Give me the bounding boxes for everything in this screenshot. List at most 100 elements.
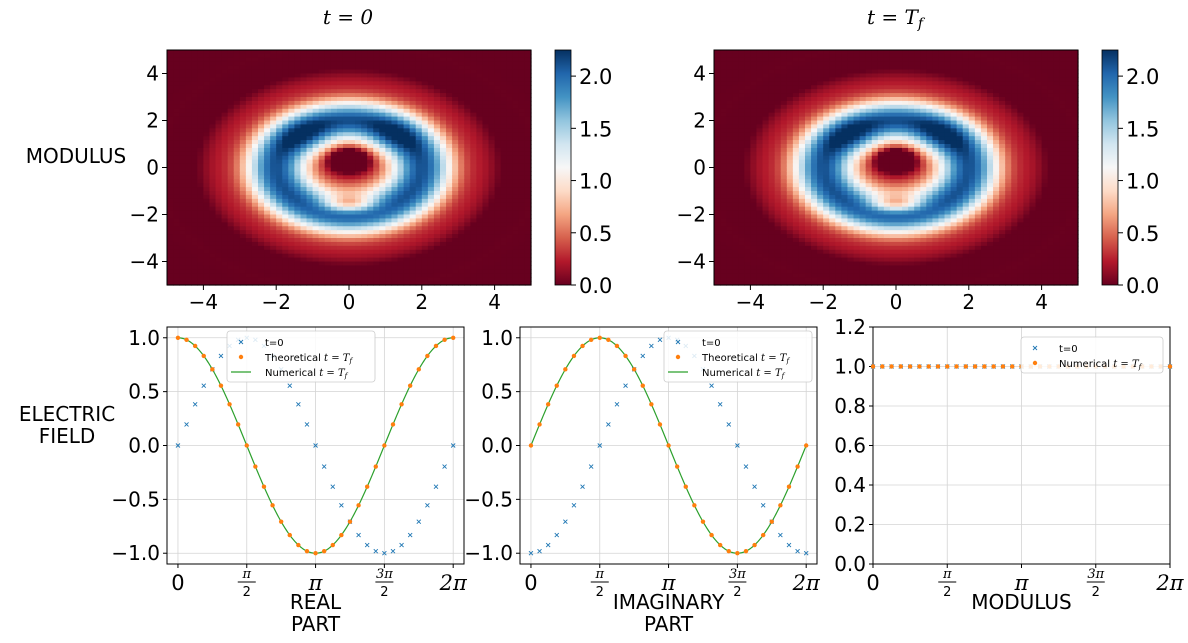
heatmap-cell (798, 206, 806, 212)
heatmap-cell (264, 89, 271, 94)
heatmap-cell (336, 77, 344, 82)
heatmap-cell (306, 65, 314, 71)
heatmap-cell (433, 249, 441, 255)
heatmap-cell (427, 253, 435, 259)
heatmap-cell (173, 73, 180, 79)
heatmap-cell (805, 120, 812, 126)
heatmap-cell (756, 108, 764, 114)
heatmap-cell (373, 159, 380, 165)
heatmap-cell (805, 202, 812, 208)
heatmap-cell (518, 136, 526, 141)
heatmap-cell (464, 65, 471, 71)
heatmap-cell (233, 253, 241, 259)
heatmap-cell (524, 230, 532, 235)
heatmap-cell (300, 50, 308, 55)
heatmap-cell (780, 147, 788, 153)
heatmap-cell (805, 241, 812, 247)
heatmap-cell (446, 112, 453, 118)
heatmap-cell (342, 171, 350, 176)
heatmap-cell (847, 132, 855, 137)
heatmap-cell (342, 132, 350, 137)
heatmap-cell (805, 100, 812, 106)
heatmap-cell (750, 281, 758, 286)
heatmap-cell (433, 281, 441, 286)
heatmap-cell (367, 85, 374, 90)
heatmap-cell (786, 238, 794, 243)
heatmap-cell (768, 144, 776, 149)
heatmap-cell (251, 120, 259, 126)
heatmap-cell (355, 257, 362, 263)
heatmap-cell (300, 261, 308, 267)
heatmap-cell (403, 191, 411, 196)
heatmap-cell (756, 183, 764, 188)
heatmap-cell (714, 261, 721, 267)
heatmap-cell (774, 198, 782, 204)
heatmap-cell (482, 226, 490, 231)
heatmap-cell (720, 261, 727, 267)
heatmap-cell (191, 57, 198, 63)
heatmap-cell (415, 202, 423, 208)
heatmap-cell (282, 50, 289, 55)
heatmap-cell (841, 187, 849, 192)
heatmap-cell (786, 73, 794, 79)
heatmap-cell (264, 273, 271, 278)
heatmap-cell (433, 112, 441, 118)
heatmap-cell (458, 97, 465, 102)
heatmap-cell (805, 230, 812, 235)
heatmap-cell (203, 230, 211, 235)
heatmap-cell (403, 277, 411, 282)
heatmap-cell (786, 265, 794, 270)
heatmap-cell (385, 265, 393, 270)
heatmap-cell (179, 265, 186, 270)
heatmap-cell (506, 277, 514, 282)
heatmap-cell (726, 249, 733, 255)
heatmap-cell (385, 277, 393, 282)
heatmap-cell (318, 77, 326, 82)
heatmap-cell (349, 218, 356, 223)
heatmap-cell (221, 73, 229, 79)
heatmap-cell (270, 65, 277, 71)
heatmap-cell (318, 136, 326, 141)
heatmap-cell (780, 245, 788, 251)
heatmap-cell (391, 112, 399, 118)
heatmap-cell (221, 226, 229, 231)
heatmap-cell (191, 61, 198, 67)
heatmap-cell (349, 112, 356, 118)
heatmap-cell (397, 120, 405, 126)
heatmap-cell (233, 257, 241, 263)
heatmap-cell (427, 93, 435, 98)
heatmap-cell (823, 147, 830, 153)
heatmap-cell (324, 93, 332, 98)
heatmap-cell (506, 144, 514, 149)
heatmap-cell (324, 253, 332, 259)
heatmap-cell (403, 120, 411, 126)
heatmap-cell (197, 100, 204, 106)
heatmap-cell (167, 214, 174, 220)
heatmap-cell (361, 277, 368, 282)
heatmap-cell (756, 241, 764, 247)
heatmap-cell (458, 100, 465, 106)
heatmap-cell (270, 93, 277, 98)
heatmap-cell (835, 257, 842, 263)
heatmap-cell (488, 171, 496, 176)
heatmap-cell (720, 61, 727, 67)
heatmap-cell (300, 183, 308, 188)
heatmap-cell (811, 85, 818, 90)
heatmap-cell (482, 69, 490, 75)
heatmap-cell (714, 136, 721, 141)
heatmap-cell (780, 187, 788, 192)
heatmap-cell (167, 273, 174, 278)
heatmap-cell (738, 226, 745, 231)
heatmap-cell (355, 112, 362, 118)
heatmap-cell (355, 179, 362, 184)
heatmap-cell (349, 183, 356, 188)
heatmap-cell (464, 93, 471, 98)
heatmap-cell (518, 187, 526, 192)
heatmap-cell (379, 206, 386, 212)
heatmap-cell (227, 89, 235, 94)
heatmap-cell (756, 179, 764, 184)
heatmap-cell (792, 50, 800, 55)
heatmap-cell (197, 214, 204, 220)
heatmap-cell (330, 159, 338, 165)
heatmap-cell (458, 191, 465, 196)
